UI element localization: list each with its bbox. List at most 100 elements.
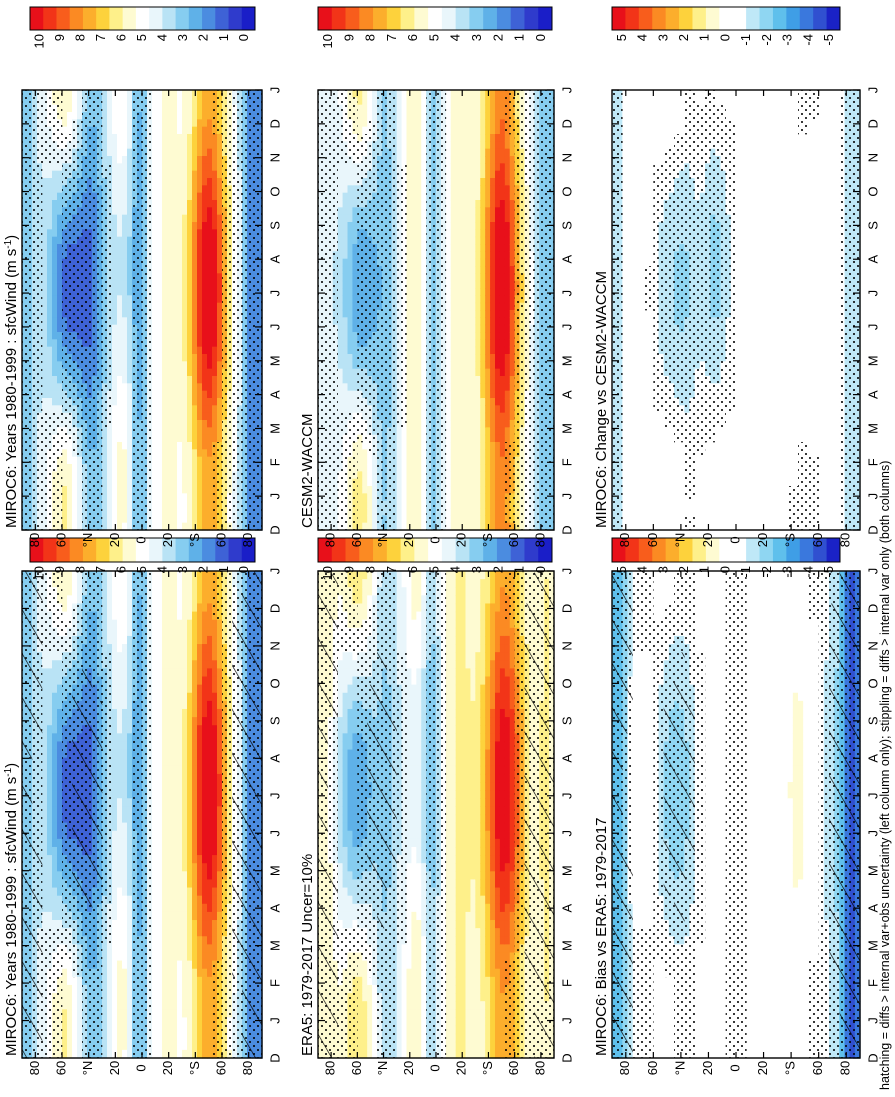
heatmap-cell — [207, 603, 213, 613]
heatmap-cell — [52, 236, 58, 245]
hatch-cell — [32, 717, 43, 734]
heatmap-cell — [177, 814, 183, 824]
stipple-cell — [132, 1009, 143, 1026]
heatmap-cell — [172, 644, 178, 653]
heatmap-cell — [157, 879, 163, 889]
heatmap-cell — [47, 684, 53, 694]
heatmap-cell — [202, 863, 208, 872]
heatmap-cell — [177, 830, 183, 840]
heatmap-cell — [112, 725, 118, 734]
heatmap-cell — [102, 471, 108, 480]
heatmap-cell — [42, 895, 48, 905]
heatmap-cell — [157, 895, 163, 905]
heatmap-cell — [117, 405, 123, 414]
heatmap-cell — [202, 871, 208, 881]
heatmap-cell — [62, 1009, 68, 1019]
heatmap-cell — [182, 603, 188, 613]
heatmap-cell — [62, 97, 68, 106]
heatmap-cell — [47, 895, 53, 905]
heatmap-cell — [152, 619, 158, 629]
heatmap-cell — [117, 295, 123, 304]
heatmap-cell — [197, 928, 203, 937]
heatmap-cell — [182, 708, 188, 718]
heatmap-cell — [187, 814, 193, 824]
heatmap-cell — [42, 838, 48, 848]
heatmap-cell — [182, 822, 188, 832]
heatmap-cell — [207, 749, 213, 759]
heatmap-cell — [202, 603, 208, 613]
hatch-cell — [72, 879, 83, 896]
heatmap-cell — [52, 339, 58, 348]
heatmap-cell — [117, 676, 123, 686]
heatmap-cell — [127, 288, 133, 296]
hatch-cell — [82, 879, 93, 896]
colorbar: 10 9 8 7 6 5 4 3 2 1 0 — [29, 537, 256, 580]
heatmap-cell — [112, 903, 118, 913]
heatmap-cell — [117, 798, 123, 807]
heatmap-cell — [207, 652, 213, 661]
heatmap-cell — [162, 782, 168, 791]
heatmap-cell — [47, 251, 53, 260]
heatmap-cell — [157, 798, 163, 807]
heatmap-cell — [112, 855, 118, 864]
heatmap-cell — [177, 838, 183, 848]
stipple-cell — [212, 993, 223, 1010]
heatmap-cell — [212, 830, 218, 840]
heatmap-cell — [57, 258, 63, 267]
heatmap-cell — [47, 244, 53, 252]
heatmap-cell — [172, 725, 178, 734]
heatmap-cell — [47, 660, 53, 669]
heatmap-cell — [127, 879, 133, 889]
heatmap-cell — [127, 464, 133, 472]
heatmap-cell — [182, 838, 188, 848]
hatch-cell — [252, 830, 263, 848]
heatmap-cell — [207, 708, 213, 718]
stipple-cell — [92, 635, 103, 653]
heatmap-cell — [182, 782, 188, 791]
heatmap-cell — [122, 258, 128, 267]
hatch-cell — [242, 1009, 253, 1026]
heatmap-cell — [77, 579, 83, 588]
heatmap-cell — [112, 156, 118, 164]
heatmap-cell — [172, 587, 178, 596]
stipple-cell — [62, 798, 73, 815]
heatmap-cell — [197, 944, 203, 954]
heatmap-cell — [117, 332, 123, 340]
heatmap-cell — [187, 920, 193, 929]
heatmap-cell — [182, 903, 188, 913]
heatmap-cell — [152, 668, 158, 678]
heatmap-cell — [177, 822, 183, 832]
stipple-cell — [142, 928, 153, 945]
heatmap-cell — [42, 214, 48, 223]
heatmap-cell — [207, 773, 213, 783]
heatmap-cell — [77, 1017, 83, 1027]
heatmap-cell — [127, 332, 133, 340]
heatmap-cell — [167, 708, 173, 718]
heatmap-cell — [102, 434, 108, 443]
heatmap-cell — [127, 214, 133, 223]
heatmap-cell — [57, 317, 63, 326]
heatmap-cell — [112, 244, 118, 252]
heatmap-cell — [47, 266, 53, 274]
hatch-cell — [82, 684, 93, 702]
heatmap-cell — [122, 587, 128, 596]
heatmap-cell — [77, 587, 83, 596]
heatmap-cell — [207, 741, 213, 751]
stipple-cell — [102, 846, 113, 864]
heatmap-cell — [57, 741, 63, 751]
heatmap-cell — [52, 258, 58, 267]
stipple-cell — [92, 603, 103, 620]
hatch-cell — [252, 619, 263, 637]
heatmap-cell — [202, 708, 208, 718]
heatmap-cell — [172, 619, 178, 629]
heatmap-cell — [212, 765, 218, 775]
stipple-cell — [72, 603, 83, 620]
heatmap-cell — [212, 952, 218, 962]
heatmap-cell — [72, 500, 78, 509]
heatmap-cell — [57, 684, 63, 694]
heatmap-cell — [112, 936, 118, 945]
stipple-cell — [92, 587, 103, 604]
heatmap-cell — [167, 1017, 173, 1027]
heatmap-cell — [47, 871, 53, 881]
heatmap-cell — [72, 515, 78, 524]
